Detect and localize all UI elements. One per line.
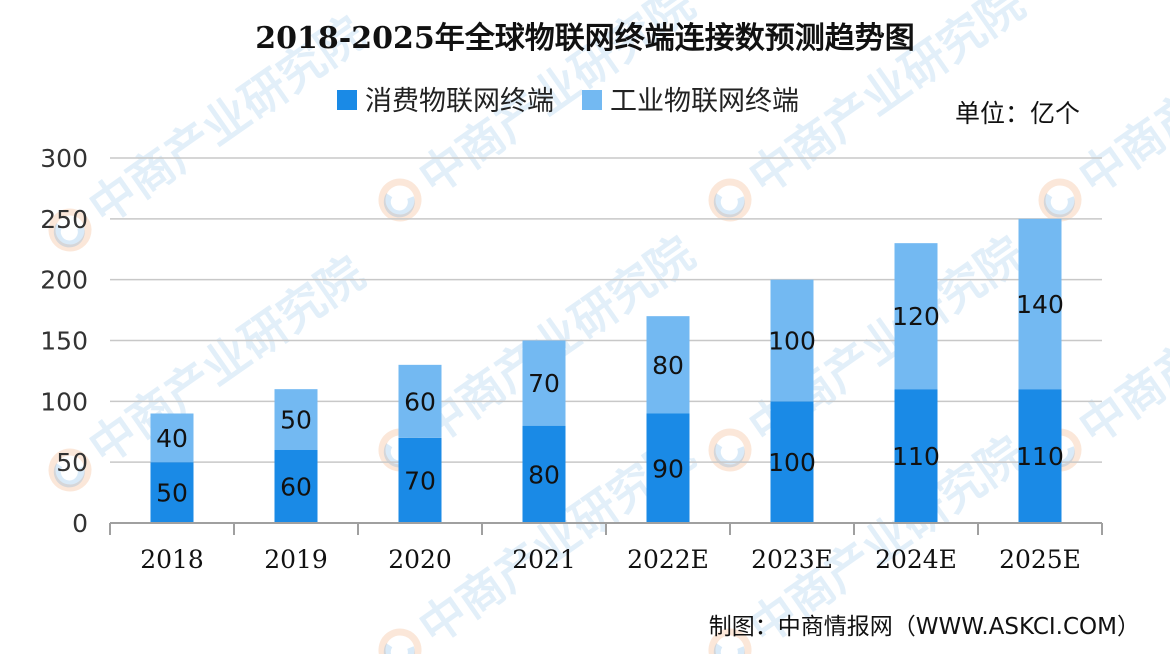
watermark-logo-icon [708,178,752,222]
bar-consumer [770,401,814,523]
watermark: 中商产业研究院 [48,246,374,492]
data-label: 110 [892,442,940,471]
x-tick-label: 2024E [875,545,957,574]
data-label: 80 [652,351,684,380]
x-tick-label: 2018 [140,545,204,574]
legend-label: 工业物联网终端 [610,86,799,117]
y-tick-label: 0 [72,509,88,538]
bar-industrial [770,279,814,402]
x-tick-label: 2025E [999,545,1081,574]
data-label: 70 [404,466,436,495]
chart-title: 2018-2025年全球物联网终端连接数预测趋势图 [255,21,914,56]
data-label: 40 [156,424,188,453]
data-label: 100 [768,327,816,356]
bar-industrial [150,413,194,463]
unit-label: 单位：亿个 [955,99,1080,128]
bar-industrial [1018,218,1062,390]
data-label: 110 [1016,442,1064,471]
bars: 50 40 60 50 70 60 80 70 90 80 100 100 110 120 110 140 [150,218,1064,523]
bar-consumer [274,450,318,523]
data-label: 60 [280,473,312,502]
watermark-logo-icon [708,628,752,654]
data-label: 80 [528,460,560,489]
legend-swatch [582,90,602,110]
x-axis: 2018 2019 2020 2021 2022E 2023E 2024E 2025E [109,522,1103,574]
y-tick-label: 150 [40,327,88,356]
watermark-logo-icon [708,428,752,472]
watermark-logo-icon [48,208,92,252]
y-tick-label: 300 [40,144,88,173]
data-label: 70 [528,369,560,398]
watermark-logo-icon [383,193,415,218]
bar-consumer [646,413,690,523]
bar-consumer [150,462,194,523]
x-tick-label: 2020 [388,545,452,574]
y-tick-label: 100 [40,387,88,416]
watermark-logo-icon [378,178,422,222]
watermark-logo-icon [53,223,85,248]
source-credit: 制图：中商情报网（WWW.ASKCI.COM） [709,614,1140,640]
data-label: 140 [1016,290,1064,319]
watermark-logo-icon [1038,178,1082,222]
data-label: 90 [652,454,684,483]
watermark-text: 中商产业研究院 [1069,0,1170,205]
bar-consumer [398,437,442,523]
legend-swatch [337,90,357,110]
y-tick-label: 250 [40,205,88,234]
bar-industrial [398,364,442,438]
legend: 消费物联网终端 工业物联网终端 [337,86,799,117]
y-tick-label: 50 [56,448,88,477]
watermark-logo-icon [713,193,745,218]
data-label: 60 [404,387,436,416]
x-tick-label: 2021 [512,545,576,574]
bar-consumer [1018,389,1062,523]
y-axis: 0 50 100 150 200 250 300 [40,144,88,538]
watermark-logo-icon [378,628,422,654]
x-tick-label: 2019 [264,545,328,574]
data-label: 50 [156,479,188,508]
y-tick-label: 200 [40,266,88,295]
legend-label: 消费物联网终端 [365,86,554,117]
data-label: 120 [892,302,940,331]
bar-industrial [274,389,318,450]
bar-consumer [894,389,938,523]
data-label: 100 [768,448,816,477]
x-tick-label: 2023E [751,545,833,574]
watermark-logo-icon [1043,193,1075,218]
watermark-logo-icon [48,448,92,492]
bar-industrial [894,243,938,390]
x-tick-label: 2022E [627,545,709,574]
bar-industrial [646,316,690,414]
bar-industrial [522,340,566,426]
watermark-logo-icon [53,463,85,488]
watermark-logo-icon [713,443,745,468]
bar-consumer [522,425,566,523]
data-label: 50 [280,406,312,435]
